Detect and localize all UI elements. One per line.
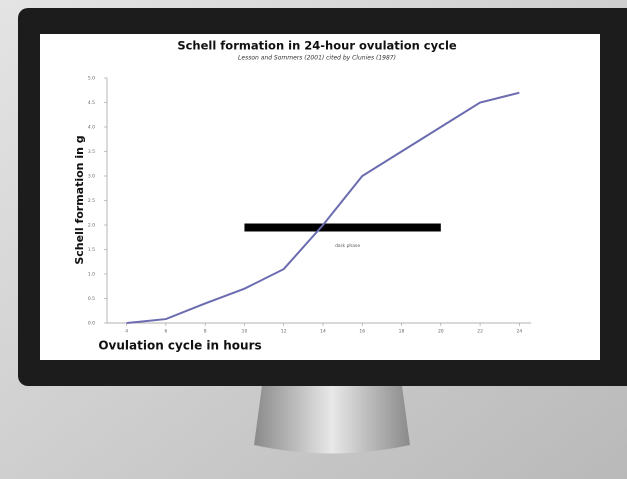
x-tick-label: 8	[204, 329, 207, 335]
y-tick-label: 4.5	[88, 100, 95, 106]
x-tick-label: 14	[320, 329, 326, 335]
y-tick-label: 4.0	[88, 125, 95, 131]
y-tick-label: 1.5	[88, 247, 95, 253]
data-line	[126, 91, 520, 324]
x-tick-label: 10	[242, 329, 248, 335]
chart-subtitle: Lesson and Sommers (2001) cited by Cluni…	[238, 55, 396, 62]
x-tick-label: 18	[399, 329, 405, 335]
x-tick-label: 6	[164, 329, 167, 335]
x-tick-label: 4	[125, 329, 128, 335]
y-tick-label: 3.5	[88, 149, 95, 155]
chart-title: Schell formation in 24-hour ovulation cy…	[177, 39, 457, 53]
y-axis-title: Schell formation in g	[73, 135, 86, 264]
monitor-stand	[254, 386, 410, 454]
x-tick-label: 22	[477, 329, 483, 335]
y-tick-label: 2.0	[88, 223, 95, 229]
x-tick-label: 12	[281, 329, 287, 335]
y-tick-label: 1.0	[88, 272, 95, 278]
y-tick-label: 0.5	[88, 296, 95, 302]
x-tick-label: 20	[438, 329, 444, 335]
y-tick-label: 2.5	[88, 198, 95, 204]
y-tick-label: 0.0	[88, 321, 95, 327]
screen	[40, 34, 600, 360]
y-tick-label: 5.0	[88, 76, 95, 82]
x-tick-label: 24	[516, 329, 522, 335]
x-axis-title: Ovulation cycle in hours	[98, 339, 261, 353]
y-tick-label: 3.0	[88, 174, 95, 180]
dark-phase-label: dark phase	[335, 243, 360, 249]
x-tick-label: 16	[359, 329, 365, 335]
